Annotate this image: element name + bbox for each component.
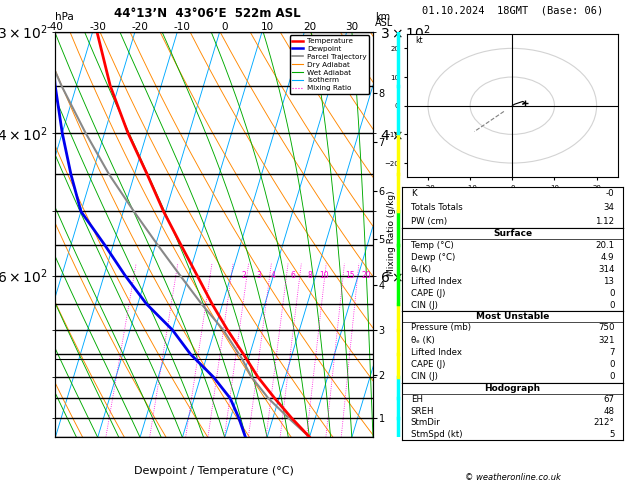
Text: 0: 0 bbox=[221, 21, 228, 32]
Text: 34: 34 bbox=[603, 203, 615, 212]
Text: 0: 0 bbox=[609, 300, 615, 310]
Text: 0: 0 bbox=[609, 372, 615, 382]
Text: -20: -20 bbox=[131, 21, 148, 32]
Text: Pressure (mb): Pressure (mb) bbox=[411, 323, 470, 332]
Text: EH: EH bbox=[411, 395, 423, 404]
Text: 750: 750 bbox=[598, 323, 615, 332]
Text: ASL: ASL bbox=[375, 18, 393, 28]
Text: 4: 4 bbox=[271, 271, 276, 280]
Text: 8: 8 bbox=[307, 271, 312, 280]
Text: km: km bbox=[375, 12, 390, 22]
Text: Totals Totals: Totals Totals bbox=[411, 203, 462, 212]
Text: 25: 25 bbox=[379, 271, 388, 280]
Text: K: K bbox=[411, 190, 416, 198]
Text: 10: 10 bbox=[260, 21, 274, 32]
Text: 01.10.2024  18GMT  (Base: 06): 01.10.2024 18GMT (Base: 06) bbox=[422, 5, 603, 16]
Text: 5: 5 bbox=[609, 430, 615, 439]
Text: Surface: Surface bbox=[493, 229, 532, 238]
Text: 212°: 212° bbox=[594, 418, 615, 427]
Text: CIN (J): CIN (J) bbox=[411, 300, 438, 310]
Text: 30: 30 bbox=[345, 21, 359, 32]
Text: 2: 2 bbox=[242, 271, 246, 280]
Text: 6: 6 bbox=[290, 271, 295, 280]
Text: CAPE (J): CAPE (J) bbox=[411, 289, 445, 297]
Text: Dewpoint / Temperature (°C): Dewpoint / Temperature (°C) bbox=[134, 466, 294, 476]
Text: -10: -10 bbox=[174, 21, 191, 32]
Text: 3: 3 bbox=[256, 271, 261, 280]
Text: Temp (°C): Temp (°C) bbox=[411, 241, 454, 250]
Text: Lifted Index: Lifted Index bbox=[411, 277, 462, 286]
Text: hPa: hPa bbox=[55, 12, 74, 22]
Text: θₑ(K): θₑ(K) bbox=[411, 264, 431, 274]
Text: PW (cm): PW (cm) bbox=[411, 217, 447, 226]
Legend: Temperature, Dewpoint, Parcel Trajectory, Dry Adiabat, Wet Adiabat, Isotherm, Mi: Temperature, Dewpoint, Parcel Trajectory… bbox=[289, 35, 369, 94]
Text: 48: 48 bbox=[603, 407, 615, 416]
Text: 20: 20 bbox=[303, 21, 316, 32]
Text: 15: 15 bbox=[345, 271, 355, 280]
Text: 67: 67 bbox=[603, 395, 615, 404]
Text: © weatheronline.co.uk: © weatheronline.co.uk bbox=[465, 473, 560, 482]
Text: 0: 0 bbox=[609, 360, 615, 369]
Text: -0: -0 bbox=[606, 190, 615, 198]
Text: 44°13’N  43°06’E  522m ASL: 44°13’N 43°06’E 522m ASL bbox=[114, 7, 301, 20]
Text: θₑ (K): θₑ (K) bbox=[411, 336, 435, 345]
Text: -30: -30 bbox=[89, 21, 106, 32]
Text: CIN (J): CIN (J) bbox=[411, 372, 438, 382]
Text: Mixing Ratio (g/kg): Mixing Ratio (g/kg) bbox=[387, 191, 396, 276]
Text: 1.12: 1.12 bbox=[596, 217, 615, 226]
Text: StmSpd (kt): StmSpd (kt) bbox=[411, 430, 462, 439]
Text: SREH: SREH bbox=[411, 407, 434, 416]
Text: StmDir: StmDir bbox=[411, 418, 440, 427]
Text: 20: 20 bbox=[362, 271, 371, 280]
Text: -40: -40 bbox=[47, 21, 64, 32]
Text: CAPE (J): CAPE (J) bbox=[411, 360, 445, 369]
Text: Dewp (°C): Dewp (°C) bbox=[411, 253, 455, 261]
Text: 20.1: 20.1 bbox=[596, 241, 615, 250]
Text: 4.9: 4.9 bbox=[601, 253, 615, 261]
Text: 321: 321 bbox=[598, 336, 615, 345]
Text: 314: 314 bbox=[598, 264, 615, 274]
Text: Lifted Index: Lifted Index bbox=[411, 348, 462, 357]
Text: Most Unstable: Most Unstable bbox=[476, 312, 549, 321]
Text: kt: kt bbox=[415, 35, 423, 45]
Text: 0: 0 bbox=[609, 289, 615, 297]
Text: Hodograph: Hodograph bbox=[484, 384, 541, 393]
Text: 10: 10 bbox=[320, 271, 329, 280]
Text: 7: 7 bbox=[609, 348, 615, 357]
Text: 13: 13 bbox=[603, 277, 615, 286]
